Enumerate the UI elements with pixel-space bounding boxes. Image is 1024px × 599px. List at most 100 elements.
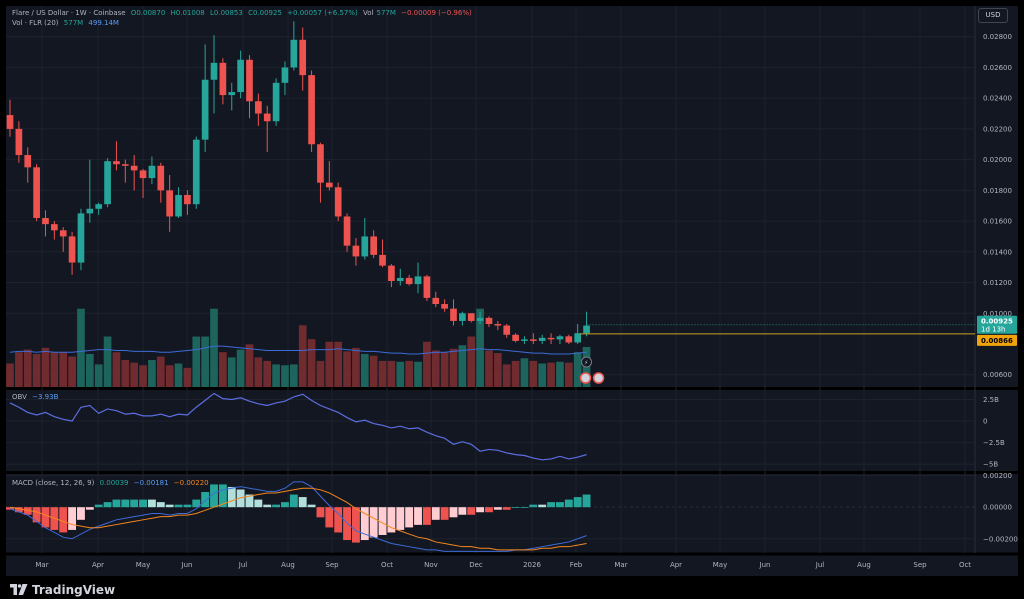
candle-body <box>512 334 519 341</box>
candle-body <box>290 39 298 68</box>
macd-histogram-bar <box>564 499 573 508</box>
volume-bar <box>165 365 174 387</box>
time-axis-label: Mar <box>35 561 48 569</box>
us-flag-event-icon <box>592 372 605 384</box>
volume-bar <box>396 361 405 387</box>
macd-histogram-bar <box>281 502 289 508</box>
time-axis-label: Apr <box>670 561 682 569</box>
time-axis-label: May <box>713 561 727 569</box>
macd-histogram-bar <box>405 507 414 528</box>
candle-body <box>210 62 218 80</box>
candle-body <box>521 339 528 341</box>
symbol-title[interactable]: Flare / US Dollar · 1W · Coinbase <box>12 9 126 17</box>
obv-legend[interactable]: OBV −3.93B <box>12 393 61 401</box>
obv-tick-label: −5B <box>983 461 998 469</box>
candle-body <box>201 79 209 140</box>
volume-legend[interactable]: Vol · FLR (20) 577M 499.14M <box>12 19 122 27</box>
candle-body <box>42 218 49 225</box>
legend-close: C0.00925 <box>248 9 282 17</box>
price-tick-label: 0.02600 <box>983 64 1012 72</box>
candle-body <box>405 277 413 285</box>
macd-histogram-bar <box>573 497 582 508</box>
candle-body <box>414 276 422 285</box>
macd-histogram-bar <box>201 492 210 508</box>
candle-body <box>15 128 23 156</box>
macd-histogram-bar <box>325 507 334 528</box>
time-axis-label: Jul <box>815 561 825 569</box>
volume-bar <box>467 336 476 387</box>
volume-bar <box>272 364 280 387</box>
candle-body <box>494 324 502 326</box>
candle-body <box>24 155 32 168</box>
macd-legend[interactable]: MACD (close, 12, 26, 9) 0.00039 −0.00181… <box>12 479 212 487</box>
candle-body <box>317 144 324 183</box>
legend-vol-value: 577M <box>376 9 396 17</box>
volume-bar <box>494 353 502 387</box>
volume-bar <box>263 360 272 387</box>
candle-body <box>95 204 103 209</box>
volume-bar <box>59 352 68 387</box>
time-axis-label: Oct <box>381 561 393 569</box>
candle-body <box>121 164 129 166</box>
volume-bar <box>15 352 23 387</box>
time-axis-label: Aug <box>281 561 295 569</box>
time-axis-label: 2026 <box>523 561 541 569</box>
candle-body <box>166 190 173 217</box>
candle-body <box>432 297 440 305</box>
legend-vol-label: Vol <box>363 9 374 17</box>
volume-bar <box>378 360 387 387</box>
legend-vol-change: −0.00009 (−0.96%) <box>401 9 472 17</box>
candle-body <box>130 165 138 171</box>
obv-tick-label: −2.5B <box>983 439 1005 447</box>
volume-bar <box>343 351 351 387</box>
time-axis-label: Jun <box>181 561 193 569</box>
candle-body <box>237 59 244 93</box>
volume-ma-val1: 577M <box>63 19 84 27</box>
tradingview-logo[interactable]: TradingView <box>10 583 115 597</box>
candle-body <box>68 236 76 263</box>
price-tick-label: 0.02000 <box>983 156 1012 164</box>
last-price-tag <box>977 315 1017 334</box>
candle-body <box>396 277 404 281</box>
macd-histogram-bar <box>32 507 41 523</box>
symbol-legend[interactable]: Flare / US Dollar · 1W · Coinbase O0.008… <box>12 9 475 17</box>
macd-histogram-bar <box>422 507 431 525</box>
candle-body <box>547 337 555 340</box>
volume-bar <box>316 360 325 387</box>
volume-bar <box>360 353 369 387</box>
macd-tick-label: 0.00200 <box>983 472 1012 480</box>
volume-bar <box>94 364 103 387</box>
volume-bar <box>387 360 396 387</box>
macd-histogram-bar <box>556 502 564 508</box>
candle-body <box>281 67 289 83</box>
time-axis-label: Jul <box>238 561 248 569</box>
macd-histogram-bar <box>94 504 103 508</box>
candle-body <box>503 325 511 335</box>
candle-body <box>423 276 431 298</box>
macd-histogram-bar <box>360 507 369 541</box>
chart-background <box>6 6 1018 576</box>
volume-bar <box>440 352 449 387</box>
candle-body <box>175 194 182 217</box>
candle-body <box>476 317 484 321</box>
macd-histogram-bar <box>334 507 343 533</box>
level-price-tag <box>977 334 1017 346</box>
time-axis-label: Jun <box>759 561 771 569</box>
volume-bar <box>298 325 307 387</box>
volume-bar <box>227 357 236 387</box>
candle-body <box>529 339 537 341</box>
macd-histogram-bar <box>41 507 50 528</box>
last-price-label: 0.00925 <box>981 317 1013 325</box>
candle-body <box>255 101 262 114</box>
volume-bar <box>538 363 547 387</box>
macd-histogram-bar <box>396 507 405 530</box>
volume-bar <box>352 347 360 387</box>
macd-histogram-bar <box>14 507 23 513</box>
time-axis-label: Mar <box>614 561 627 569</box>
time-axis-label: Sep <box>325 561 339 569</box>
candle-body <box>352 245 360 257</box>
macd-histogram-bar <box>112 499 121 508</box>
currency-button[interactable]: USD <box>978 8 1008 23</box>
macd-histogram-bar <box>440 507 449 520</box>
